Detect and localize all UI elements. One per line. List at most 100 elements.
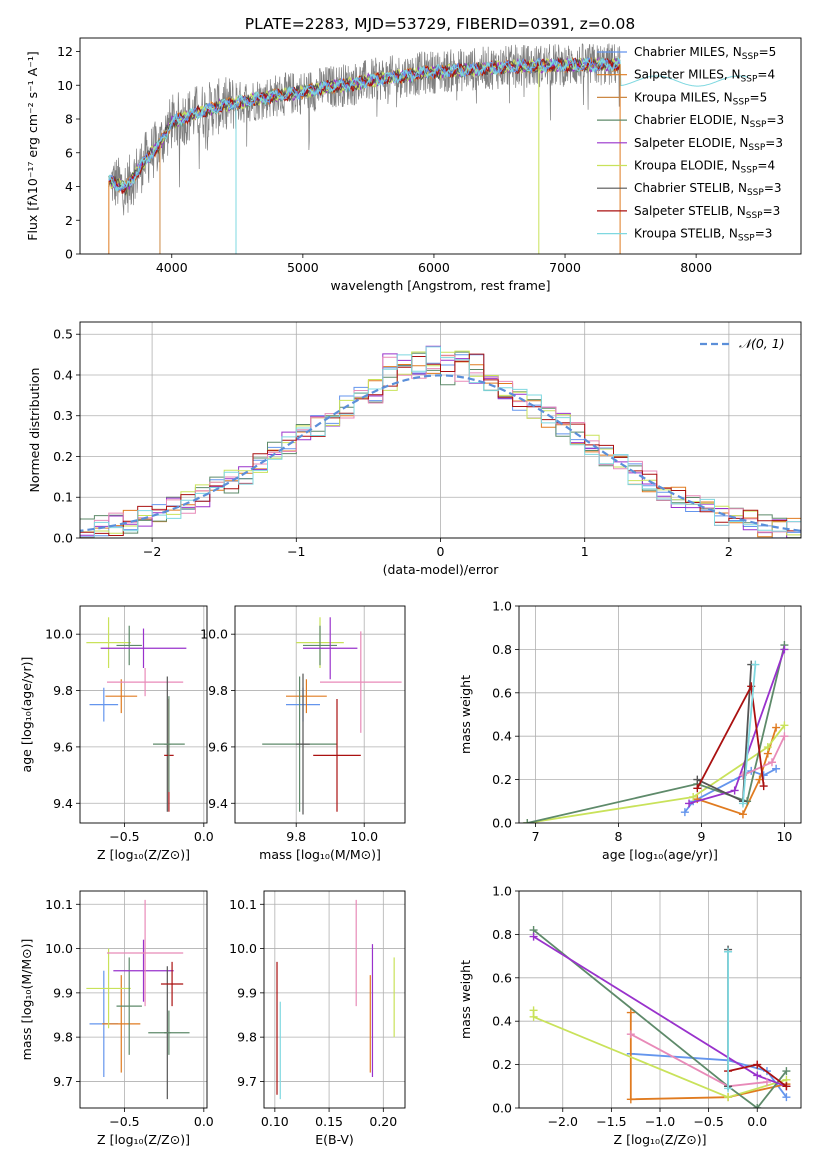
weight-marker — [753, 1060, 762, 1069]
error-point — [100, 628, 187, 668]
weight-marker — [772, 723, 781, 732]
weight-marker — [751, 660, 760, 669]
legend-suffix: =5 — [759, 45, 777, 59]
legend: 𝒩(0, 1) — [700, 336, 785, 351]
weight-marker — [693, 775, 702, 784]
error-point — [160, 961, 184, 1007]
y-tick-label: 0.0 — [492, 816, 512, 831]
y-tick-label: 9.8 — [53, 1030, 73, 1045]
error-point — [303, 625, 337, 666]
plot-area — [80, 345, 801, 538]
plot-area — [86, 899, 190, 1100]
y-tick-label: 0.8 — [492, 927, 512, 942]
grid — [80, 606, 207, 823]
weight-line-pink — [630, 1033, 768, 1088]
x-tick-label: 6000 — [418, 260, 450, 275]
legend-subscript: SSP — [733, 97, 750, 107]
y-tick-label: 0.5 — [53, 327, 73, 342]
legend-label: Salpeter ELODIE, N — [634, 136, 748, 150]
legend-entry: Kroupa ELODIE, NSSP=4 — [634, 159, 775, 176]
error-point — [106, 899, 184, 1007]
legend-label: Salpeter STELIB, N — [634, 204, 746, 218]
weight-marker — [730, 786, 739, 795]
histogram-SaS — [80, 353, 801, 537]
y-tick-label: 10.1 — [45, 897, 73, 912]
legend-label: Kroupa ELODIE, N — [634, 159, 741, 173]
x-tick-label: 0.15 — [315, 1114, 343, 1129]
weight-marker — [626, 1095, 635, 1104]
y-tick-label: 10.1 — [229, 897, 257, 912]
legend-entry: Kroupa STELIB, NSSP=3 — [634, 227, 772, 244]
y-tick-label: 9.6 — [53, 739, 73, 754]
x-tick-label: 0 — [437, 544, 445, 559]
y-axis-label: mass weight — [458, 675, 473, 754]
weight-marker — [680, 808, 689, 817]
error-point — [320, 631, 402, 733]
x-axis-label: Z [log₁₀(Z/Z⊙)] — [97, 847, 190, 862]
legend-label: Kroupa STELIB, N — [634, 227, 738, 241]
panel-3: −0.5 0.0 9.4 9.6 9.8 10.0 Z [log₁₀(Z/Z⊙)] age [… — [19, 605, 214, 862]
x-tick-label: 4000 — [156, 260, 188, 275]
x-axis-label: Z [log₁₀(Z/Z⊙)] — [97, 1132, 190, 1147]
x-tick-label: −1.5 — [596, 1114, 626, 1129]
x-tick-label: 1 — [581, 544, 589, 559]
error-point — [89, 687, 119, 722]
y-tick-label: 8 — [65, 112, 73, 127]
legend-suffix: =4 — [757, 159, 775, 173]
x-tick-label: 0.20 — [369, 1114, 397, 1129]
y-tick-label: 0.4 — [53, 367, 73, 382]
y-tick-label: 0.4 — [492, 729, 512, 744]
histogram-KrS — [80, 346, 801, 538]
legend-entry: Salpeter ELODIE, NSSP=3 — [634, 136, 783, 153]
x-axis-label: (data-model)/error — [383, 562, 500, 577]
y-tick-label: 9.4 — [208, 796, 228, 811]
weight-marker — [626, 1030, 635, 1039]
x-tick-label: −1.0 — [645, 1114, 675, 1129]
weight-marker — [738, 799, 747, 808]
weight-marker — [767, 758, 776, 767]
weight-marker — [780, 732, 789, 741]
plot-area — [529, 926, 791, 1108]
y-axis-label: age [log₁₀(age/yr)] — [19, 657, 34, 773]
legend-subscript: SSP — [748, 143, 765, 153]
x-axis-label: mass [log₁₀(M/M⊙)] — [259, 847, 381, 862]
axes-frame — [79, 890, 208, 1109]
weight-marker — [759, 782, 768, 791]
error-point — [86, 948, 131, 1029]
y-tick-label: 4 — [65, 179, 73, 194]
legend-label: Chabrier MILES, N — [634, 45, 742, 59]
legend-subscript: SSP — [741, 166, 758, 176]
observed-spectrum — [111, 43, 621, 216]
plot-area — [523, 641, 789, 823]
model-spectrum-ChM — [108, 56, 621, 192]
y-tick-label: 10 — [57, 78, 73, 93]
axes-frame — [79, 605, 208, 824]
legend-label: Kroupa MILES, N — [634, 90, 733, 104]
error-point — [105, 679, 138, 714]
error-point — [153, 696, 185, 792]
x-axis-label: E(B-V) — [315, 1132, 354, 1147]
x-tick-label: 0.10 — [261, 1114, 289, 1129]
weight-marker — [626, 1008, 635, 1017]
y-tick-label: 0.1 — [53, 490, 73, 505]
legend-subscript: SSP — [747, 188, 764, 198]
histogram-SaE — [80, 345, 801, 538]
weight-marker — [763, 743, 772, 752]
axes: 4000 5000 6000 7000 8000 0 2 4 6 8 10 12 wavelength … — [25, 37, 802, 293]
plot-area — [276, 899, 395, 1100]
weight-marker — [693, 784, 702, 793]
weight-marker — [782, 1093, 791, 1102]
y-tick-label: 0.3 — [53, 408, 73, 423]
x-tick-label: −0.5 — [109, 829, 139, 844]
weight-line-ChS — [696, 664, 753, 803]
plot-area — [262, 617, 402, 815]
legend-subscript: SSP — [746, 211, 763, 221]
y-tick-label: 0.2 — [53, 449, 73, 464]
legend-entry: Chabrier MILES, NSSP=5 — [634, 45, 776, 62]
error-point — [86, 617, 131, 668]
weight-marker — [780, 645, 789, 654]
x-tick-label: −2 — [143, 544, 161, 559]
legend-suffix: =3 — [764, 181, 782, 195]
grid — [519, 605, 801, 824]
